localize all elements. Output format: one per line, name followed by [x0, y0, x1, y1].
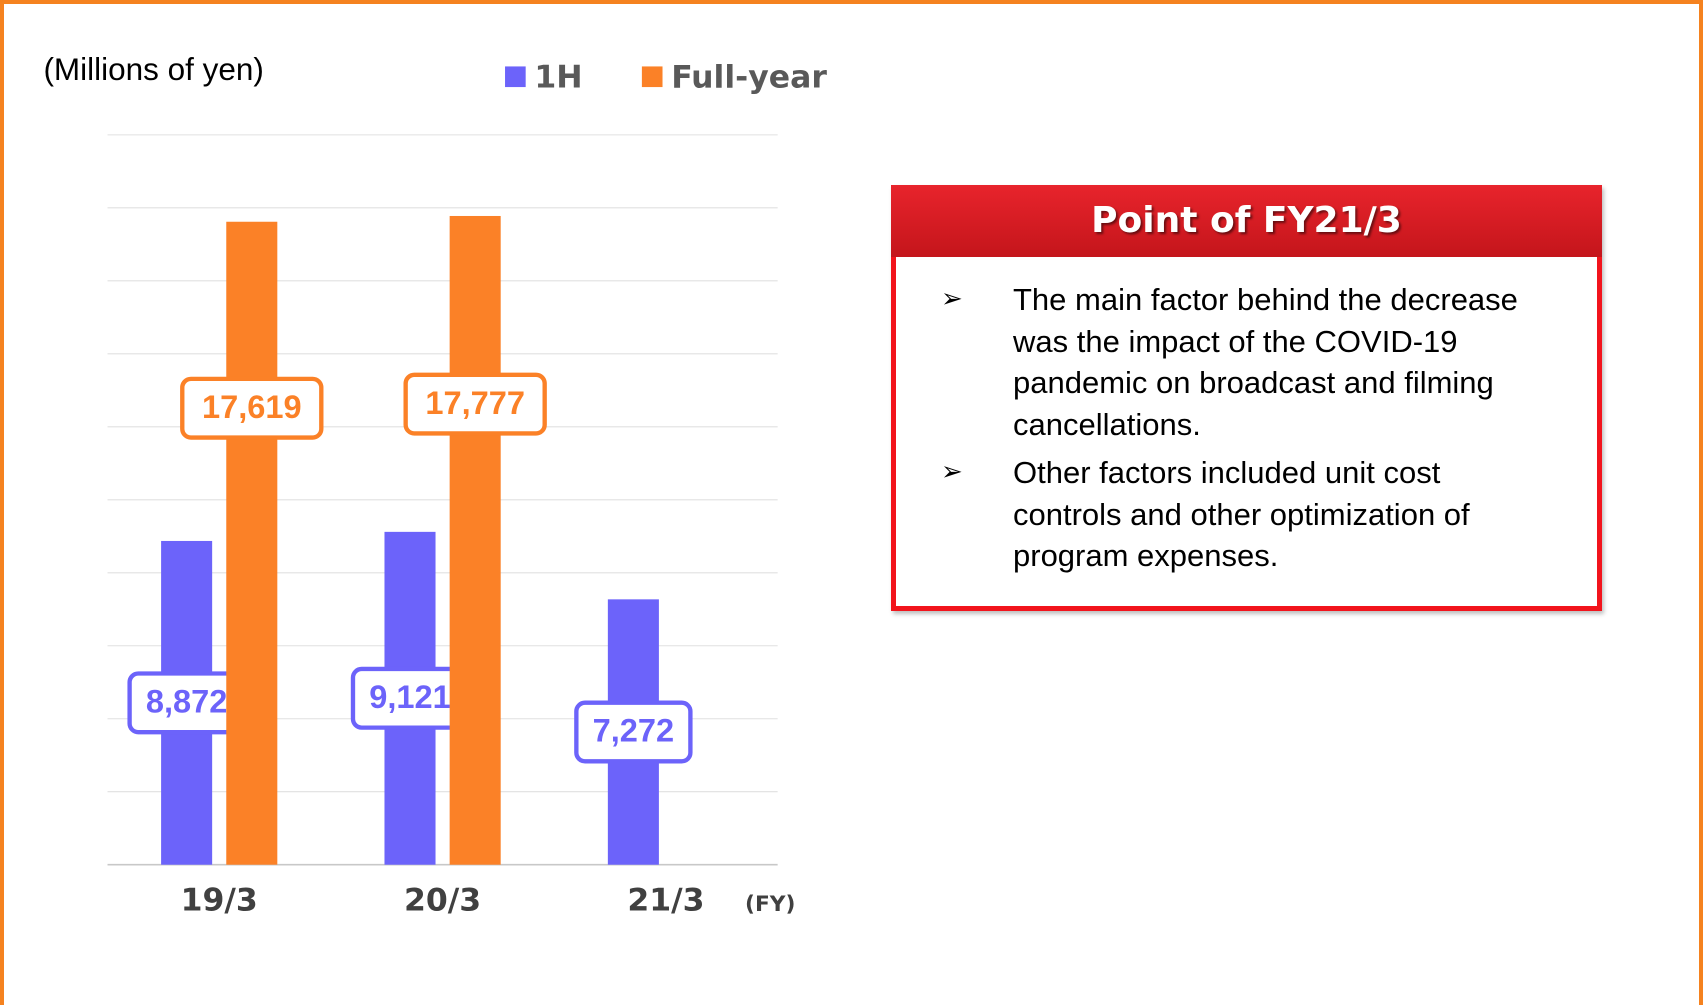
callout-box: Point of FY21/3 The main factor behind t…	[891, 185, 1602, 611]
x-axis-label: (FY)	[745, 892, 795, 917]
unit-label: (Millions of yen)	[43, 51, 263, 87]
x-tick-label: 19/3	[181, 883, 258, 919]
value-label: 9,121	[369, 679, 451, 715]
value-label: 17,777	[425, 385, 525, 421]
legend-swatch	[641, 66, 663, 88]
value-label-box	[180, 376, 324, 440]
callout-title: Point of FY21/3	[891, 185, 1602, 257]
legend-label: Full-year	[671, 59, 827, 95]
value-label-box	[403, 372, 547, 436]
bar	[449, 215, 501, 865]
legend-label: 1H	[534, 59, 582, 95]
value-label: 8,872	[146, 684, 228, 720]
value-label: 7,272	[593, 713, 675, 749]
x-tick-label: 21/3	[627, 883, 704, 919]
legend-swatch	[505, 66, 526, 88]
value-label: 17,619	[202, 389, 302, 425]
value-label-box	[574, 700, 693, 764]
callout-bullet: The main factor behind the decrease was …	[941, 279, 1557, 445]
bar	[226, 221, 278, 865]
callout-bullet: Other factors included unit cost control…	[941, 452, 1557, 577]
x-tick-label: 20/3	[404, 883, 481, 919]
callout-list: The main factor behind the decrease was …	[896, 257, 1597, 577]
